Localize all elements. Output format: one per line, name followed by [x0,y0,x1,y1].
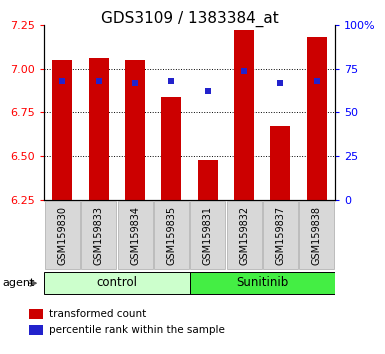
Text: percentile rank within the sample: percentile rank within the sample [49,325,225,335]
Text: GSM159830: GSM159830 [57,206,67,265]
Point [241,68,247,74]
Bar [161,97,181,200]
FancyBboxPatch shape [190,201,225,269]
Bar [307,37,327,200]
Text: GSM159831: GSM159831 [203,206,213,265]
FancyBboxPatch shape [263,201,298,269]
FancyBboxPatch shape [154,201,189,269]
Text: GSM159834: GSM159834 [130,206,140,265]
Point [205,88,211,94]
FancyBboxPatch shape [190,272,335,295]
Text: GSM159838: GSM159838 [312,206,322,265]
Text: GSM159835: GSM159835 [166,206,176,265]
Bar [29,325,43,335]
Bar [52,60,72,200]
Bar [89,58,109,200]
Text: GSM159837: GSM159837 [275,206,285,265]
FancyBboxPatch shape [44,272,190,295]
Bar [234,30,254,200]
Text: GSM159833: GSM159833 [94,206,104,265]
Point [314,78,320,84]
Text: control: control [97,276,137,289]
FancyBboxPatch shape [81,201,116,269]
Bar [29,309,43,319]
Text: Sunitinib: Sunitinib [236,276,288,289]
FancyBboxPatch shape [118,201,152,269]
FancyBboxPatch shape [227,201,261,269]
Text: agent: agent [2,278,34,288]
Point [96,78,102,84]
FancyBboxPatch shape [45,201,80,269]
Point [277,80,283,85]
Bar [125,60,145,200]
Point [168,78,174,84]
Point [132,80,138,85]
Text: GDS3109 / 1383384_at: GDS3109 / 1383384_at [101,11,278,27]
Text: GSM159832: GSM159832 [239,206,249,265]
Point [59,78,65,84]
Bar [198,160,218,200]
FancyBboxPatch shape [300,201,334,269]
Bar [270,126,290,200]
Text: transformed count: transformed count [49,309,146,319]
